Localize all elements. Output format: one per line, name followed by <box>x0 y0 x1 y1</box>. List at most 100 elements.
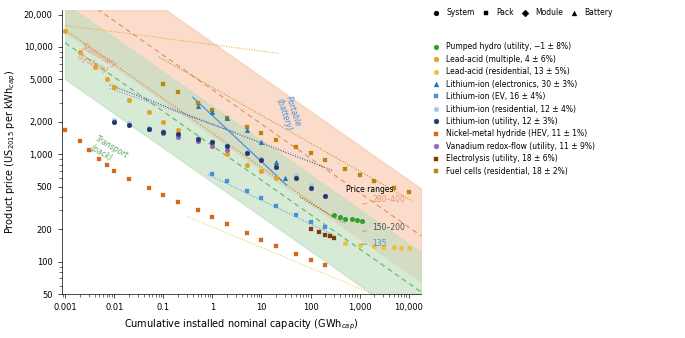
Point <box>241 151 252 156</box>
Point <box>279 175 290 181</box>
Point <box>271 159 282 165</box>
Point <box>241 188 252 193</box>
Point <box>158 81 169 87</box>
Point <box>329 213 340 218</box>
Point <box>320 262 331 268</box>
Point <box>396 245 407 251</box>
Point <box>290 251 301 257</box>
Point <box>305 227 316 232</box>
Point <box>143 125 154 131</box>
Point <box>290 145 301 150</box>
Point <box>207 138 218 144</box>
Point <box>109 117 120 122</box>
Text: 135: 135 <box>362 239 387 248</box>
Point <box>123 97 134 103</box>
Point <box>173 199 184 205</box>
Point <box>207 143 218 148</box>
Point <box>173 131 184 137</box>
Point <box>305 258 316 263</box>
Point <box>388 245 399 250</box>
Point <box>173 127 184 132</box>
Point <box>256 158 267 163</box>
Point <box>158 192 169 197</box>
Point <box>207 143 218 148</box>
Point <box>352 217 363 223</box>
Point <box>123 122 134 127</box>
Point <box>320 232 331 238</box>
Point <box>320 193 331 199</box>
Point <box>222 221 233 226</box>
Point <box>101 162 112 167</box>
Point <box>369 178 380 183</box>
Point <box>305 219 316 224</box>
Legend: Pumped hydro (utility, −1 ± 8%), Lead-acid (multiple, 4 ± 6%), Lead-acid (reside: Pumped hydro (utility, −1 ± 8%), Lead-ac… <box>429 42 595 176</box>
Point <box>75 139 86 144</box>
Point <box>271 175 282 181</box>
Point <box>222 152 233 157</box>
Point <box>347 217 358 222</box>
Point <box>388 185 399 190</box>
Text: Portable
(battery): Portable (battery) <box>274 94 303 132</box>
Point <box>109 168 120 174</box>
Point <box>256 196 267 201</box>
Point <box>241 124 252 130</box>
Point <box>192 139 203 144</box>
Point <box>192 136 203 141</box>
Point <box>314 230 325 235</box>
Point <box>222 115 233 120</box>
Point <box>89 64 100 70</box>
Point <box>339 241 350 246</box>
Point <box>241 162 252 167</box>
Point <box>339 216 350 221</box>
Point <box>256 139 267 145</box>
Point <box>192 135 203 140</box>
Point <box>143 126 154 132</box>
Text: 150–200: 150–200 <box>362 223 405 232</box>
Point <box>271 164 282 170</box>
Point <box>158 129 169 135</box>
Point <box>109 118 120 124</box>
Point <box>192 136 203 141</box>
Point <box>222 179 233 184</box>
Point <box>335 214 346 220</box>
Point <box>207 139 218 145</box>
Point <box>329 235 340 241</box>
Point <box>94 156 105 162</box>
Point <box>256 155 267 161</box>
Point <box>192 100 203 106</box>
Point <box>143 109 154 114</box>
Point <box>271 162 282 167</box>
Point <box>256 168 267 174</box>
Point <box>290 175 301 181</box>
Point <box>123 122 134 127</box>
Point <box>339 166 350 172</box>
Point <box>305 185 316 190</box>
Point <box>173 134 184 139</box>
Point <box>290 172 301 178</box>
Point <box>241 149 252 155</box>
Point <box>123 176 134 182</box>
Point <box>207 172 218 177</box>
Point <box>377 244 388 249</box>
Point <box>207 214 218 220</box>
Point <box>109 85 120 90</box>
Point <box>101 76 112 82</box>
Point <box>143 126 154 132</box>
Point <box>241 127 252 132</box>
Point <box>241 230 252 236</box>
Point <box>222 148 233 153</box>
Point <box>158 128 169 134</box>
Point <box>60 127 71 132</box>
Point <box>207 109 218 114</box>
Point <box>109 119 120 125</box>
Y-axis label: Product price (US$_{2015}$ per kWh$_{cap}$): Product price (US$_{2015}$ per kWh$_{cap… <box>4 70 18 234</box>
Point <box>83 147 94 152</box>
Point <box>75 49 86 54</box>
Point <box>222 142 233 147</box>
Point <box>256 237 267 242</box>
Point <box>192 103 203 109</box>
Point <box>173 132 184 137</box>
Point <box>354 242 365 248</box>
Point <box>320 158 331 163</box>
Point <box>305 151 316 156</box>
